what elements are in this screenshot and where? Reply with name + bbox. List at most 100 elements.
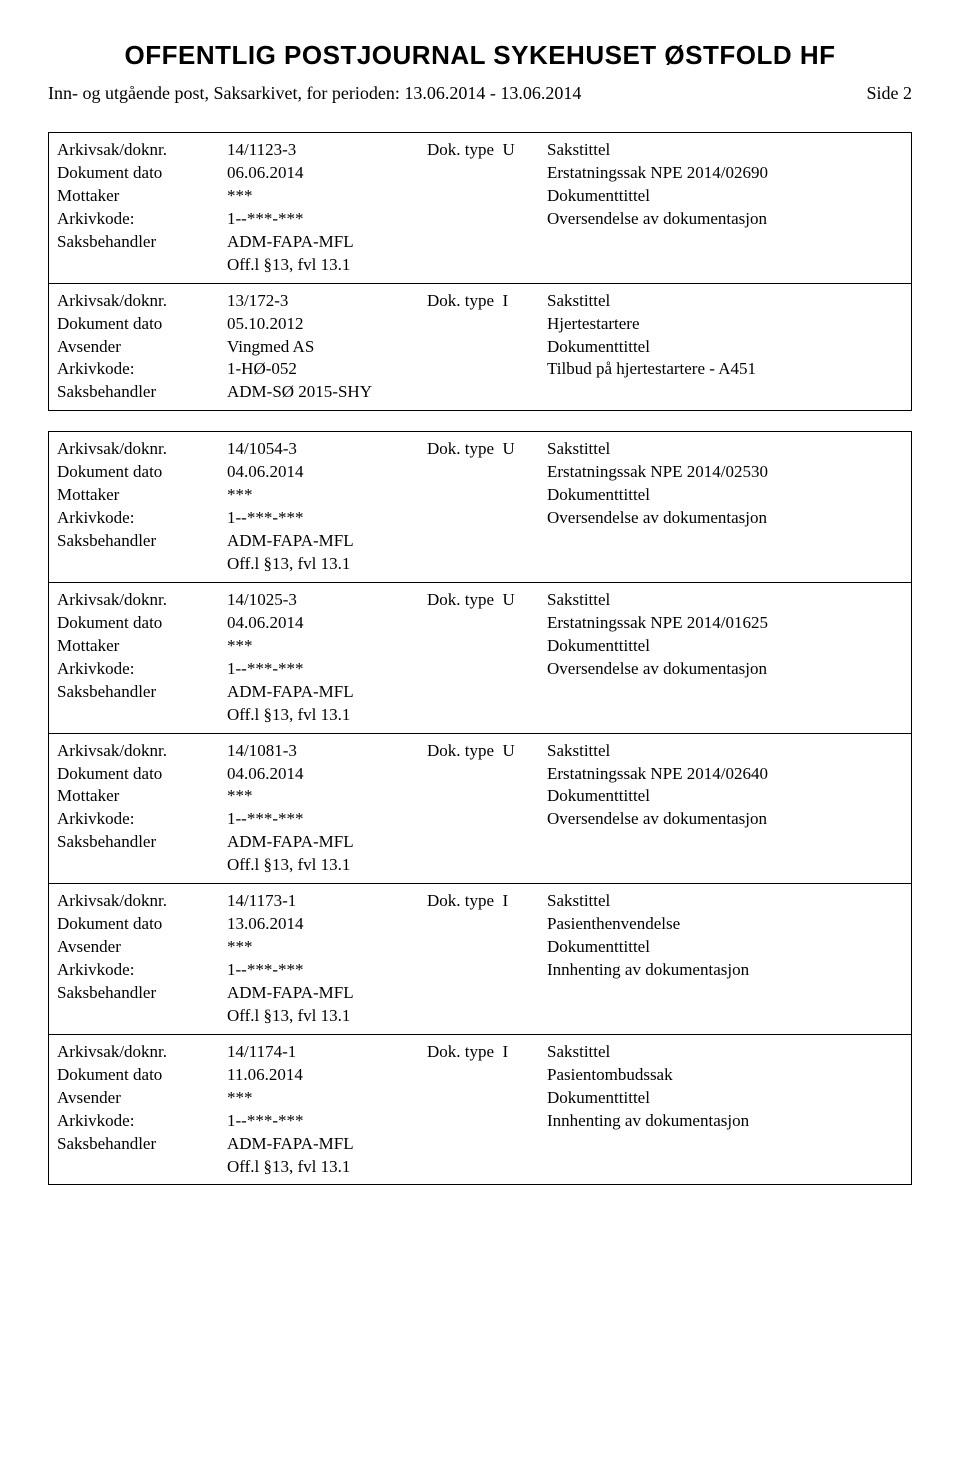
arkivkode-value: 1--***-*** — [227, 808, 427, 831]
dokdato-value: 13.06.2014 — [227, 913, 427, 936]
arkivkode-label: Arkivkode: — [57, 358, 227, 381]
arkivsak-label: Arkivsak/doknr. — [57, 890, 227, 913]
party-value: *** — [227, 1087, 427, 1110]
doktype: Dok. type U — [427, 740, 547, 763]
saksbehandler-value: ADM-FAPA-MFL — [227, 681, 903, 704]
dokdato-value: 04.06.2014 — [227, 612, 427, 635]
dokumenttittel-label: Dokumenttittel — [547, 336, 903, 359]
dokdato-value: 04.06.2014 — [227, 763, 427, 786]
party-value: *** — [227, 185, 427, 208]
dokdato-label: Dokument dato — [57, 162, 227, 185]
saknr-value: 14/1174-1 — [227, 1041, 427, 1064]
doktype: Dok. type U — [427, 139, 547, 162]
sakstittel-value: Erstatningssak NPE 2014/02640 — [547, 763, 903, 786]
arkivkode-value: 1--***-*** — [227, 959, 427, 982]
journal-record: Arkivsak/doknr.14/1081-3Dok. type USakst… — [49, 734, 911, 885]
dokdato-label: Dokument dato — [57, 612, 227, 635]
sakstittel-value: Hjertestartere — [547, 313, 903, 336]
party-label: Mottaker — [57, 635, 227, 658]
arkivkode-label: Arkivkode: — [57, 959, 227, 982]
arkivkode-label: Arkivkode: — [57, 658, 227, 681]
journal-record: Arkivsak/doknr.14/1173-1Dok. type ISakst… — [49, 884, 911, 1035]
saksbehandler-label: Saksbehandler — [57, 681, 227, 704]
dokdato-label: Dokument dato — [57, 461, 227, 484]
doktittel-value: Oversendelse av dokumentasjon — [547, 808, 903, 831]
party-label: Mottaker — [57, 484, 227, 507]
group-spacer — [48, 411, 912, 431]
sakstittel-label: Sakstittel — [547, 1041, 903, 1064]
party-label: Mottaker — [57, 785, 227, 808]
extra-value: Off.l §13, fvl 13.1 — [227, 254, 903, 277]
saknr-value: 14/1123-3 — [227, 139, 427, 162]
arkivkode-value: 1--***-*** — [227, 658, 427, 681]
doktittel-value: Innhenting av dokumentasjon — [547, 1110, 903, 1133]
dokumenttittel-label: Dokumenttittel — [547, 785, 903, 808]
sakstittel-label: Sakstittel — [547, 589, 903, 612]
subtitle-row: Inn- og utgående post, Saksarkivet, for … — [48, 83, 912, 104]
sakstittel-label: Sakstittel — [547, 290, 903, 313]
arkivkode-value: 1--***-*** — [227, 507, 427, 530]
arkivsak-label: Arkivsak/doknr. — [57, 1041, 227, 1064]
records-root: Arkivsak/doknr.14/1123-3Dok. type USakst… — [48, 132, 912, 1185]
extra-value: Off.l §13, fvl 13.1 — [227, 553, 903, 576]
saksbehandler-label: Saksbehandler — [57, 231, 227, 254]
journal-record: Arkivsak/doknr.14/1123-3Dok. type USakst… — [49, 133, 911, 284]
doktype: Dok. type I — [427, 890, 547, 913]
period-subtitle: Inn- og utgående post, Saksarkivet, for … — [48, 83, 581, 104]
saksbehandler-label: Saksbehandler — [57, 381, 227, 404]
saksbehandler-value: ADM-FAPA-MFL — [227, 982, 903, 1005]
saksbehandler-value: ADM-FAPA-MFL — [227, 831, 903, 854]
party-label: Avsender — [57, 1087, 227, 1110]
arkivkode-value: 1--***-*** — [227, 208, 427, 231]
arkivsak-label: Arkivsak/doknr. — [57, 740, 227, 763]
saksbehandler-label: Saksbehandler — [57, 831, 227, 854]
party-label: Mottaker — [57, 185, 227, 208]
journal-record: Arkivsak/doknr.14/1054-3Dok. type USakst… — [49, 432, 911, 583]
doktype: Dok. type I — [427, 1041, 547, 1064]
saksbehandler-value: ADM-FAPA-MFL — [227, 1133, 903, 1156]
saksbehandler-label: Saksbehandler — [57, 1133, 227, 1156]
saknr-value: 14/1054-3 — [227, 438, 427, 461]
dokumenttittel-label: Dokumenttittel — [547, 936, 903, 959]
doktype: Dok. type U — [427, 589, 547, 612]
extra-value: Off.l §13, fvl 13.1 — [227, 854, 903, 877]
extra-value: Off.l §13, fvl 13.1 — [227, 1005, 903, 1028]
arkivsak-label: Arkivsak/doknr. — [57, 589, 227, 612]
sakstittel-value: Pasienthenvendelse — [547, 913, 903, 936]
dokdato-label: Dokument dato — [57, 313, 227, 336]
dokumenttittel-label: Dokumenttittel — [547, 185, 903, 208]
dokdato-label: Dokument dato — [57, 1064, 227, 1087]
party-value: *** — [227, 635, 427, 658]
journal-record: Arkivsak/doknr.13/172-3Dok. type ISaksti… — [49, 284, 911, 411]
dokdato-label: Dokument dato — [57, 913, 227, 936]
arkivkode-value: 1--***-*** — [227, 1110, 427, 1133]
arkivkode-label: Arkivkode: — [57, 1110, 227, 1133]
saksbehandler-value: ADM-FAPA-MFL — [227, 231, 903, 254]
records-container: Arkivsak/doknr.14/1123-3Dok. type USakst… — [48, 132, 912, 411]
dokumenttittel-label: Dokumenttittel — [547, 1087, 903, 1110]
sakstittel-value: Erstatningssak NPE 2014/01625 — [547, 612, 903, 635]
saknr-value: 13/172-3 — [227, 290, 427, 313]
extra-value: Off.l §13, fvl 13.1 — [227, 1156, 903, 1179]
saksbehandler-value: ADM-FAPA-MFL — [227, 530, 903, 553]
sakstittel-value: Erstatningssak NPE 2014/02530 — [547, 461, 903, 484]
records-container: Arkivsak/doknr.14/1054-3Dok. type USakst… — [48, 431, 912, 1185]
sakstittel-value: Erstatningssak NPE 2014/02690 — [547, 162, 903, 185]
dokdato-label: Dokument dato — [57, 763, 227, 786]
sakstittel-label: Sakstittel — [547, 890, 903, 913]
party-value: *** — [227, 936, 427, 959]
arkivkode-label: Arkivkode: — [57, 507, 227, 530]
doktittel-value: Oversendelse av dokumentasjon — [547, 208, 903, 231]
saknr-value: 14/1081-3 — [227, 740, 427, 763]
dokumenttittel-label: Dokumenttittel — [547, 635, 903, 658]
arkivsak-label: Arkivsak/doknr. — [57, 139, 227, 162]
dokdato-value: 04.06.2014 — [227, 461, 427, 484]
doktype: Dok. type U — [427, 438, 547, 461]
party-value: Vingmed AS — [227, 336, 427, 359]
page-title: OFFENTLIG POSTJOURNAL SYKEHUSET ØSTFOLD … — [48, 40, 912, 71]
doktittel-value: Tilbud på hjertestartere - A451 — [547, 358, 903, 381]
arkivsak-label: Arkivsak/doknr. — [57, 290, 227, 313]
arkivsak-label: Arkivsak/doknr. — [57, 438, 227, 461]
saknr-value: 14/1025-3 — [227, 589, 427, 612]
arkivkode-value: 1-HØ-052 — [227, 358, 427, 381]
